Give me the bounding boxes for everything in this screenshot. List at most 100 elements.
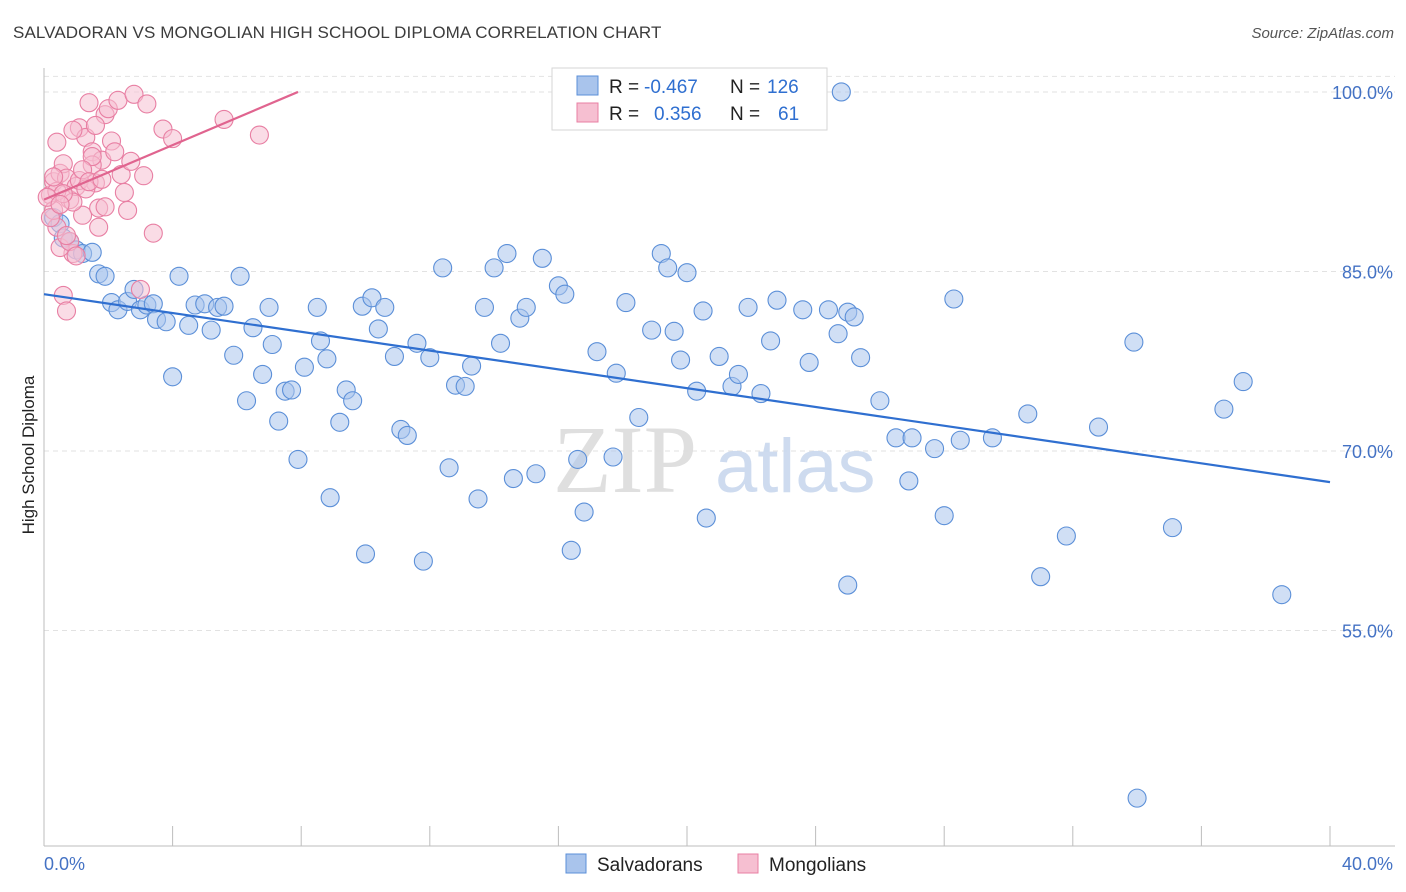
salvadoran-point [831, 82, 851, 102]
salvadoran-point [317, 349, 337, 369]
salvadorans-trend-line [43, 293, 1331, 484]
y-axis-title: High School Diploma [19, 375, 38, 534]
salvadoran-point [230, 266, 250, 286]
salvadoran-point [950, 430, 970, 450]
salvadoran-point [738, 297, 758, 317]
salvadoran-point [799, 352, 819, 372]
salvadoran-point [455, 376, 475, 396]
salvadoran-point [1056, 526, 1076, 546]
salvadoran-point [259, 297, 279, 317]
salvadoran-point [1031, 567, 1051, 587]
salvadoran-point [642, 320, 662, 340]
salvadoran-point [288, 449, 308, 469]
salvadoran-point [413, 551, 433, 571]
salvadoran-point [156, 312, 176, 332]
mongolian-point [118, 200, 138, 220]
salvadoran-point [761, 331, 781, 351]
salvadoran-point [310, 331, 331, 351]
salvadoran-point [262, 334, 282, 355]
y-tick-label: 100.0% [1332, 83, 1393, 103]
salvadoran-point [658, 258, 678, 278]
salvadoran-point [433, 258, 453, 278]
salvadoran-point [355, 544, 376, 564]
salvadoran-point [532, 248, 552, 268]
salvadoran-point [870, 391, 890, 411]
mongolian-point [249, 125, 269, 145]
salvadoran-point [671, 350, 691, 370]
legend-n-value-mongolians: 61 [778, 104, 799, 125]
salvadoran-point [1124, 332, 1144, 352]
salvadoran-point [497, 243, 517, 264]
mongolian-point [50, 194, 70, 214]
legend-r-value-mongolians: 0.356 [654, 104, 702, 125]
salvadoran-point [420, 348, 440, 368]
x-tick-label-min: 0.0% [44, 854, 85, 874]
mongolian-point [114, 182, 134, 203]
mongolian-point [82, 147, 102, 167]
salvadoran-point [677, 263, 697, 283]
salvadoran-point [616, 293, 636, 313]
x-tick-labels: 0.0% 40.0% [44, 854, 1393, 874]
salvadoran-point [224, 345, 244, 365]
source-credit: Source: ZipAtlas.com [1251, 25, 1394, 42]
watermark-atlas: atlas [715, 424, 876, 509]
bottom-label-mongolians: Mongolians [769, 855, 866, 876]
salvadoran-point [1127, 788, 1147, 808]
salvadoran-point [330, 412, 350, 432]
salvadorans-points [44, 82, 1292, 808]
salvadoran-point [243, 318, 263, 338]
y-tick-label: 55.0% [1342, 622, 1393, 642]
salvadoran-point [474, 297, 495, 317]
salvadoran-point [925, 439, 945, 459]
salvadoran-point [95, 266, 115, 286]
mongolian-point [134, 166, 154, 186]
mongolian-point [63, 120, 83, 140]
mongolian-point [44, 167, 64, 187]
salvadoran-point [82, 242, 102, 262]
salvadoran-point [169, 266, 189, 286]
salvadoran-point [767, 290, 787, 310]
salvadoran-point [462, 356, 482, 376]
mongolian-point [47, 132, 67, 152]
mongolian-point [124, 84, 144, 104]
salvadoran-point [555, 284, 575, 304]
bottom-swatch-salvadorans [565, 853, 587, 874]
salvadoran-point [1088, 417, 1109, 437]
salvadoran-point [1233, 372, 1253, 392]
salvadoran-point [214, 296, 234, 316]
salvadoran-point [568, 449, 588, 469]
mongolians-trend-line [43, 90, 299, 201]
y-tick-label: 70.0% [1342, 442, 1393, 462]
salvadoran-point [838, 575, 858, 595]
salvadoran-point [468, 489, 488, 509]
salvadoran-point [574, 502, 594, 522]
salvadoran-point [375, 297, 395, 317]
salvadoran-point [844, 307, 864, 327]
mongolian-point [89, 217, 109, 237]
salvadoran-point [269, 411, 289, 431]
correlation-legend: R = -0.467 N = 126 R = 0.356 N = 61 [551, 67, 828, 131]
mongolian-point [105, 142, 125, 162]
salvadoran-point [526, 464, 546, 484]
salvadoran-point [934, 506, 954, 526]
salvadoran-point [397, 425, 417, 446]
salvadoran-point [503, 468, 523, 489]
salvadoran-point [709, 346, 729, 367]
salvadoran-point [1018, 404, 1038, 424]
y-tick-label: 85.0% [1342, 262, 1393, 282]
salvadoran-point [307, 297, 327, 317]
legend-swatch-salvadorans [576, 75, 599, 96]
salvadoran-point [368, 319, 388, 339]
mongolian-point [66, 246, 86, 266]
salvadoran-point [1272, 585, 1292, 605]
salvadoran-point [362, 288, 382, 308]
salvadoran-point [294, 357, 314, 377]
mongolian-point [56, 301, 77, 321]
legend-r-value-salvadorans: -0.467 [644, 77, 698, 98]
legend-n-value-salvadorans: 126 [767, 77, 799, 98]
mongolian-point [79, 93, 99, 113]
salvadoran-point [629, 407, 649, 428]
x-tick-label-max: 40.0% [1342, 854, 1393, 874]
salvadoran-point [484, 258, 504, 278]
legend-swatch-mongolians [576, 102, 599, 123]
